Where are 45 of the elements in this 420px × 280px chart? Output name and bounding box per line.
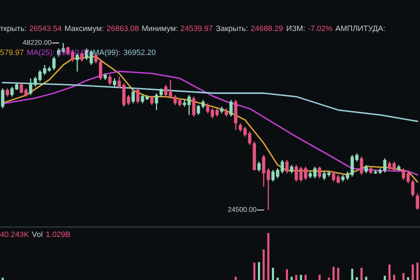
candlestick xyxy=(154,92,158,111)
candlestick xyxy=(98,59,102,81)
candlestick xyxy=(234,99,238,131)
bar xyxy=(234,276,237,280)
candlestick xyxy=(406,171,410,184)
bar xyxy=(253,262,256,280)
candlestick xyxy=(187,94,191,116)
candlestick xyxy=(229,99,233,118)
candlestick xyxy=(318,166,322,179)
bar xyxy=(290,276,293,280)
candlestick xyxy=(257,161,261,172)
bar xyxy=(384,276,386,280)
candlestick xyxy=(196,104,200,116)
bar xyxy=(304,274,307,280)
bar xyxy=(393,274,396,280)
bar xyxy=(351,268,354,280)
bar xyxy=(258,262,260,280)
candlestick xyxy=(108,74,112,86)
candlestick xyxy=(136,88,140,104)
candlestick xyxy=(192,96,196,118)
bar xyxy=(388,264,391,280)
bar xyxy=(412,264,414,280)
bar xyxy=(332,266,335,280)
bar xyxy=(318,274,321,280)
candlestick xyxy=(304,166,308,181)
candlestick xyxy=(411,179,414,198)
candlestick xyxy=(360,156,364,176)
bar xyxy=(407,277,410,280)
bar xyxy=(360,268,363,280)
bar xyxy=(416,262,418,280)
bar xyxy=(272,268,274,280)
candlestick xyxy=(132,89,135,104)
bar xyxy=(262,249,265,280)
candlestick xyxy=(285,159,289,174)
bar xyxy=(300,274,302,280)
bar xyxy=(286,269,288,280)
candlestick xyxy=(52,56,56,71)
bar xyxy=(356,277,358,280)
bar xyxy=(295,274,298,280)
bar xyxy=(267,233,270,280)
bar xyxy=(337,268,340,280)
candlestick xyxy=(416,192,420,210)
bar xyxy=(365,276,368,280)
candlestick xyxy=(1,88,4,109)
bar xyxy=(402,272,405,280)
